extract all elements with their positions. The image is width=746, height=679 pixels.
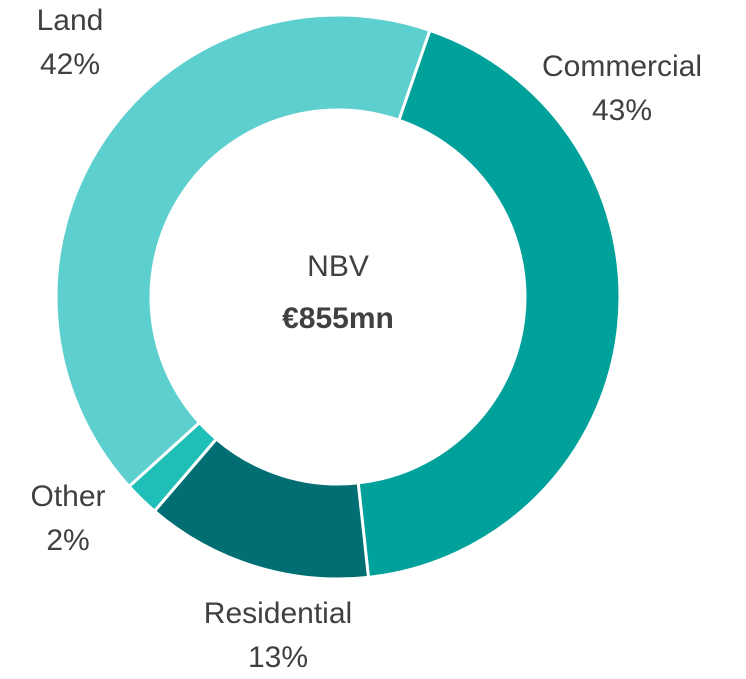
value-label: 43% [592,94,652,127]
value-label: 2% [46,524,89,557]
donut-segment [54,13,432,489]
center-value: €855mn [282,302,394,335]
center-title: NBV [307,250,369,283]
value-label: 42% [40,48,100,81]
donut-segment [356,28,622,580]
category-label: Land [37,4,104,37]
category-label: Other [30,480,105,513]
value-label: 13% [248,641,308,674]
category-label: Residential [204,597,352,630]
category-label: Commercial [542,50,702,83]
